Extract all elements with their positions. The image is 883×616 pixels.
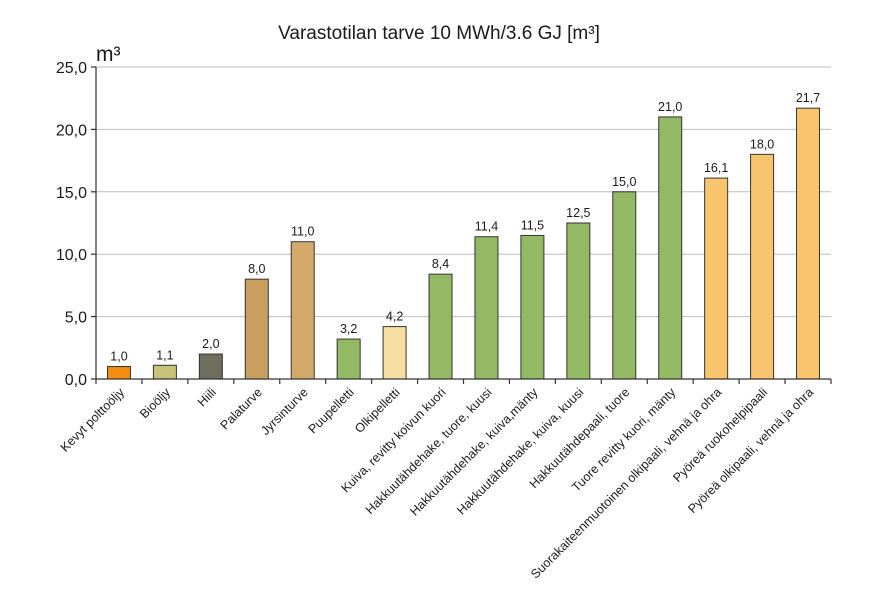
data-label: 1,0 (110, 350, 127, 364)
bar (428, 273, 453, 380)
data-label: 8,0 (248, 262, 265, 276)
bar (520, 234, 545, 380)
data-label: 11,5 (521, 218, 544, 232)
bar (106, 366, 131, 380)
y-tick-label: 25,0 (56, 60, 87, 77)
bar (658, 116, 683, 380)
data-label: 21,0 (658, 100, 682, 114)
x-tick-label: Puupelletti (306, 385, 357, 436)
data-label: 15,0 (612, 175, 636, 189)
x-tick-label: Hiili (195, 385, 219, 409)
bar (152, 364, 177, 380)
y-tick-label: 0,0 (65, 372, 87, 389)
bar (244, 278, 269, 380)
x-axis: Kevyt polttoöljy Bioöljy HiiliPalaturveJyr… (58, 378, 832, 581)
y-tick-label: 10,0 (56, 247, 87, 264)
y-tick-label: 5,0 (65, 310, 87, 327)
bar (750, 153, 775, 380)
data-label: 11,4 (475, 220, 498, 234)
data-label: 21,7 (796, 91, 820, 105)
bar (612, 191, 637, 380)
y-axis: 0,0 5,0 10,0 15,0 20,0 25,0 (56, 60, 97, 389)
bar (382, 326, 407, 380)
bar (566, 222, 591, 380)
bar (290, 241, 315, 380)
x-tick-label: Jyrsinturve (258, 385, 311, 438)
data-label: 4,2 (386, 310, 403, 324)
data-label: 11,0 (291, 225, 314, 239)
data-label: 3,2 (340, 322, 357, 336)
data-label: 2,0 (202, 337, 219, 351)
y-tick-label: 20,0 (56, 122, 87, 139)
bars (106, 107, 821, 380)
bar (796, 107, 821, 380)
data-label: 12,5 (566, 206, 590, 220)
data-label: 8,4 (432, 257, 449, 271)
bar (704, 177, 729, 380)
x-tick-label: Bioöljy (137, 385, 173, 421)
data-label: 18,0 (750, 137, 774, 151)
y-axis-unit-label: m³ (96, 43, 121, 66)
bar (336, 338, 361, 380)
chart-title: Varastotilan tarve 10 MWh/3.6 GJ [m³] (278, 23, 600, 44)
data-label: 1,1 (156, 348, 173, 362)
bar (198, 353, 223, 380)
bar (474, 236, 499, 380)
x-tick-label: Kevyt polttoöljy (58, 385, 128, 455)
data-labels: 1,0 1,1 2,0 8,0 11,0 3,2 4,2 8,4 11,4 11,5 12,5 15,… (110, 91, 820, 363)
data-label: 16,1 (704, 161, 728, 175)
x-tick-label: Palaturve (218, 385, 265, 432)
y-tick-label: 15,0 (56, 185, 87, 202)
